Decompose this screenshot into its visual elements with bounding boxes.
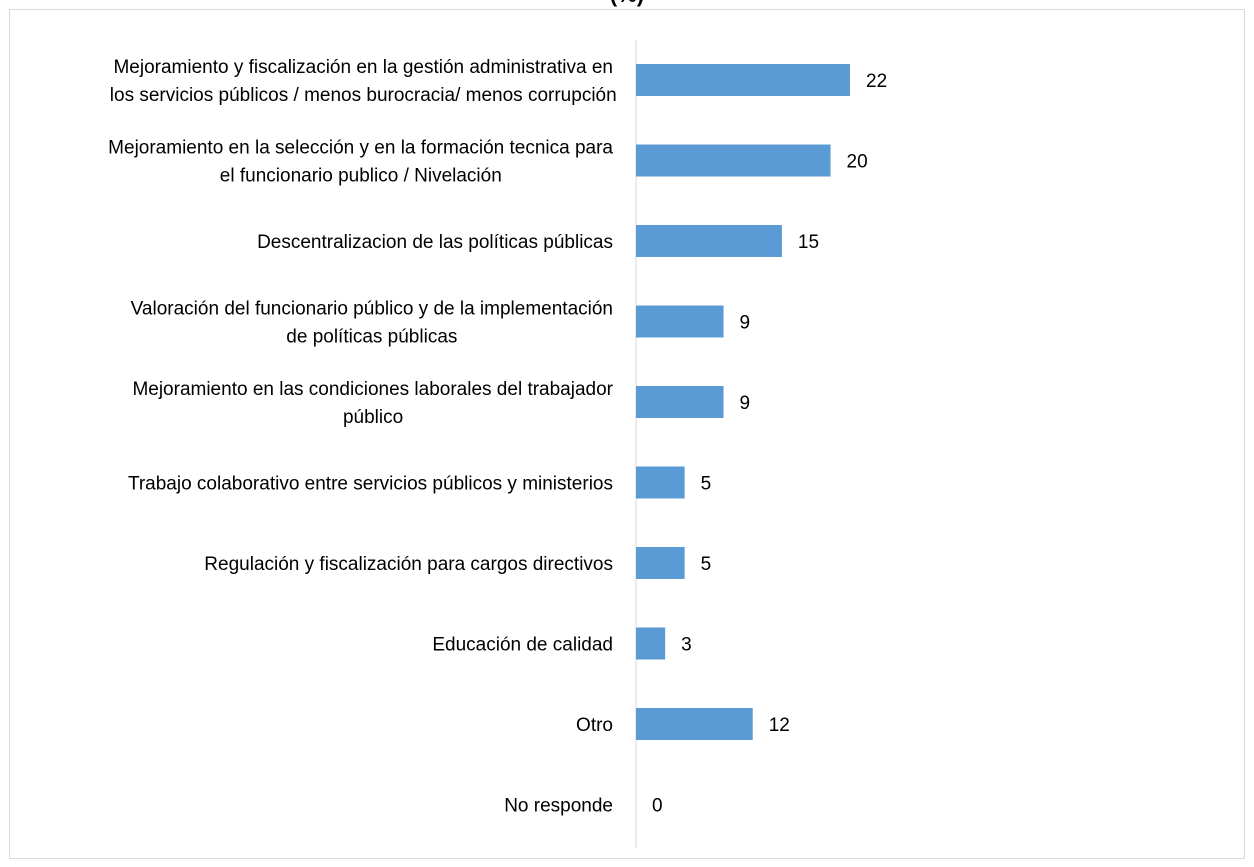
bar xyxy=(636,547,685,579)
category-label: Regulación y fiscalización para cargos d… xyxy=(204,554,613,575)
category-label: Mejoramiento en las condiciones laborale… xyxy=(132,379,613,400)
chart-title: (%) xyxy=(0,0,1254,8)
bar xyxy=(636,466,685,499)
category-label: Mejoramiento en la selección y en la for… xyxy=(108,138,613,159)
category-label: Descentralizacion de las políticas públi… xyxy=(257,232,613,253)
category-label: Mejoramiento y fiscalización en la gesti… xyxy=(113,57,613,78)
data-label: 12 xyxy=(769,715,790,736)
bar xyxy=(636,386,724,418)
category-labels-layer: Mejoramiento y fiscalización en la gesti… xyxy=(108,57,617,817)
category-label: Otro xyxy=(576,715,613,736)
category-label: de políticas públicas xyxy=(286,327,457,348)
data-label: 9 xyxy=(740,313,751,334)
data-label: 20 xyxy=(847,152,868,173)
data-label: 15 xyxy=(798,232,819,253)
bar xyxy=(636,627,666,660)
chart-frame xyxy=(9,9,1245,859)
category-label: Valoración del funcionario público y de … xyxy=(131,299,613,320)
bar xyxy=(636,144,831,177)
category-label: público xyxy=(343,407,403,428)
data-label: 3 xyxy=(681,635,692,656)
data-label: 0 xyxy=(652,796,663,817)
category-label: No responde xyxy=(504,796,613,817)
data-label: 5 xyxy=(701,554,712,575)
data-label: 9 xyxy=(740,393,751,414)
bars-layer xyxy=(636,64,850,740)
category-label: Educación de calidad xyxy=(432,635,613,656)
category-label: el funcionario publico / Nivelación xyxy=(220,166,502,187)
bar xyxy=(636,305,724,338)
category-label: Trabajo colaborativo entre servicios púb… xyxy=(128,474,613,495)
category-label: los servicios públicos / menos burocraci… xyxy=(110,85,617,106)
bar xyxy=(636,708,753,740)
bar xyxy=(636,64,850,96)
data-label: 22 xyxy=(866,71,887,92)
data-label: 5 xyxy=(701,474,712,495)
value-labels-layer: 22 20 15 9 9 5 5 3 12 0 xyxy=(652,71,887,817)
bar xyxy=(636,225,782,257)
